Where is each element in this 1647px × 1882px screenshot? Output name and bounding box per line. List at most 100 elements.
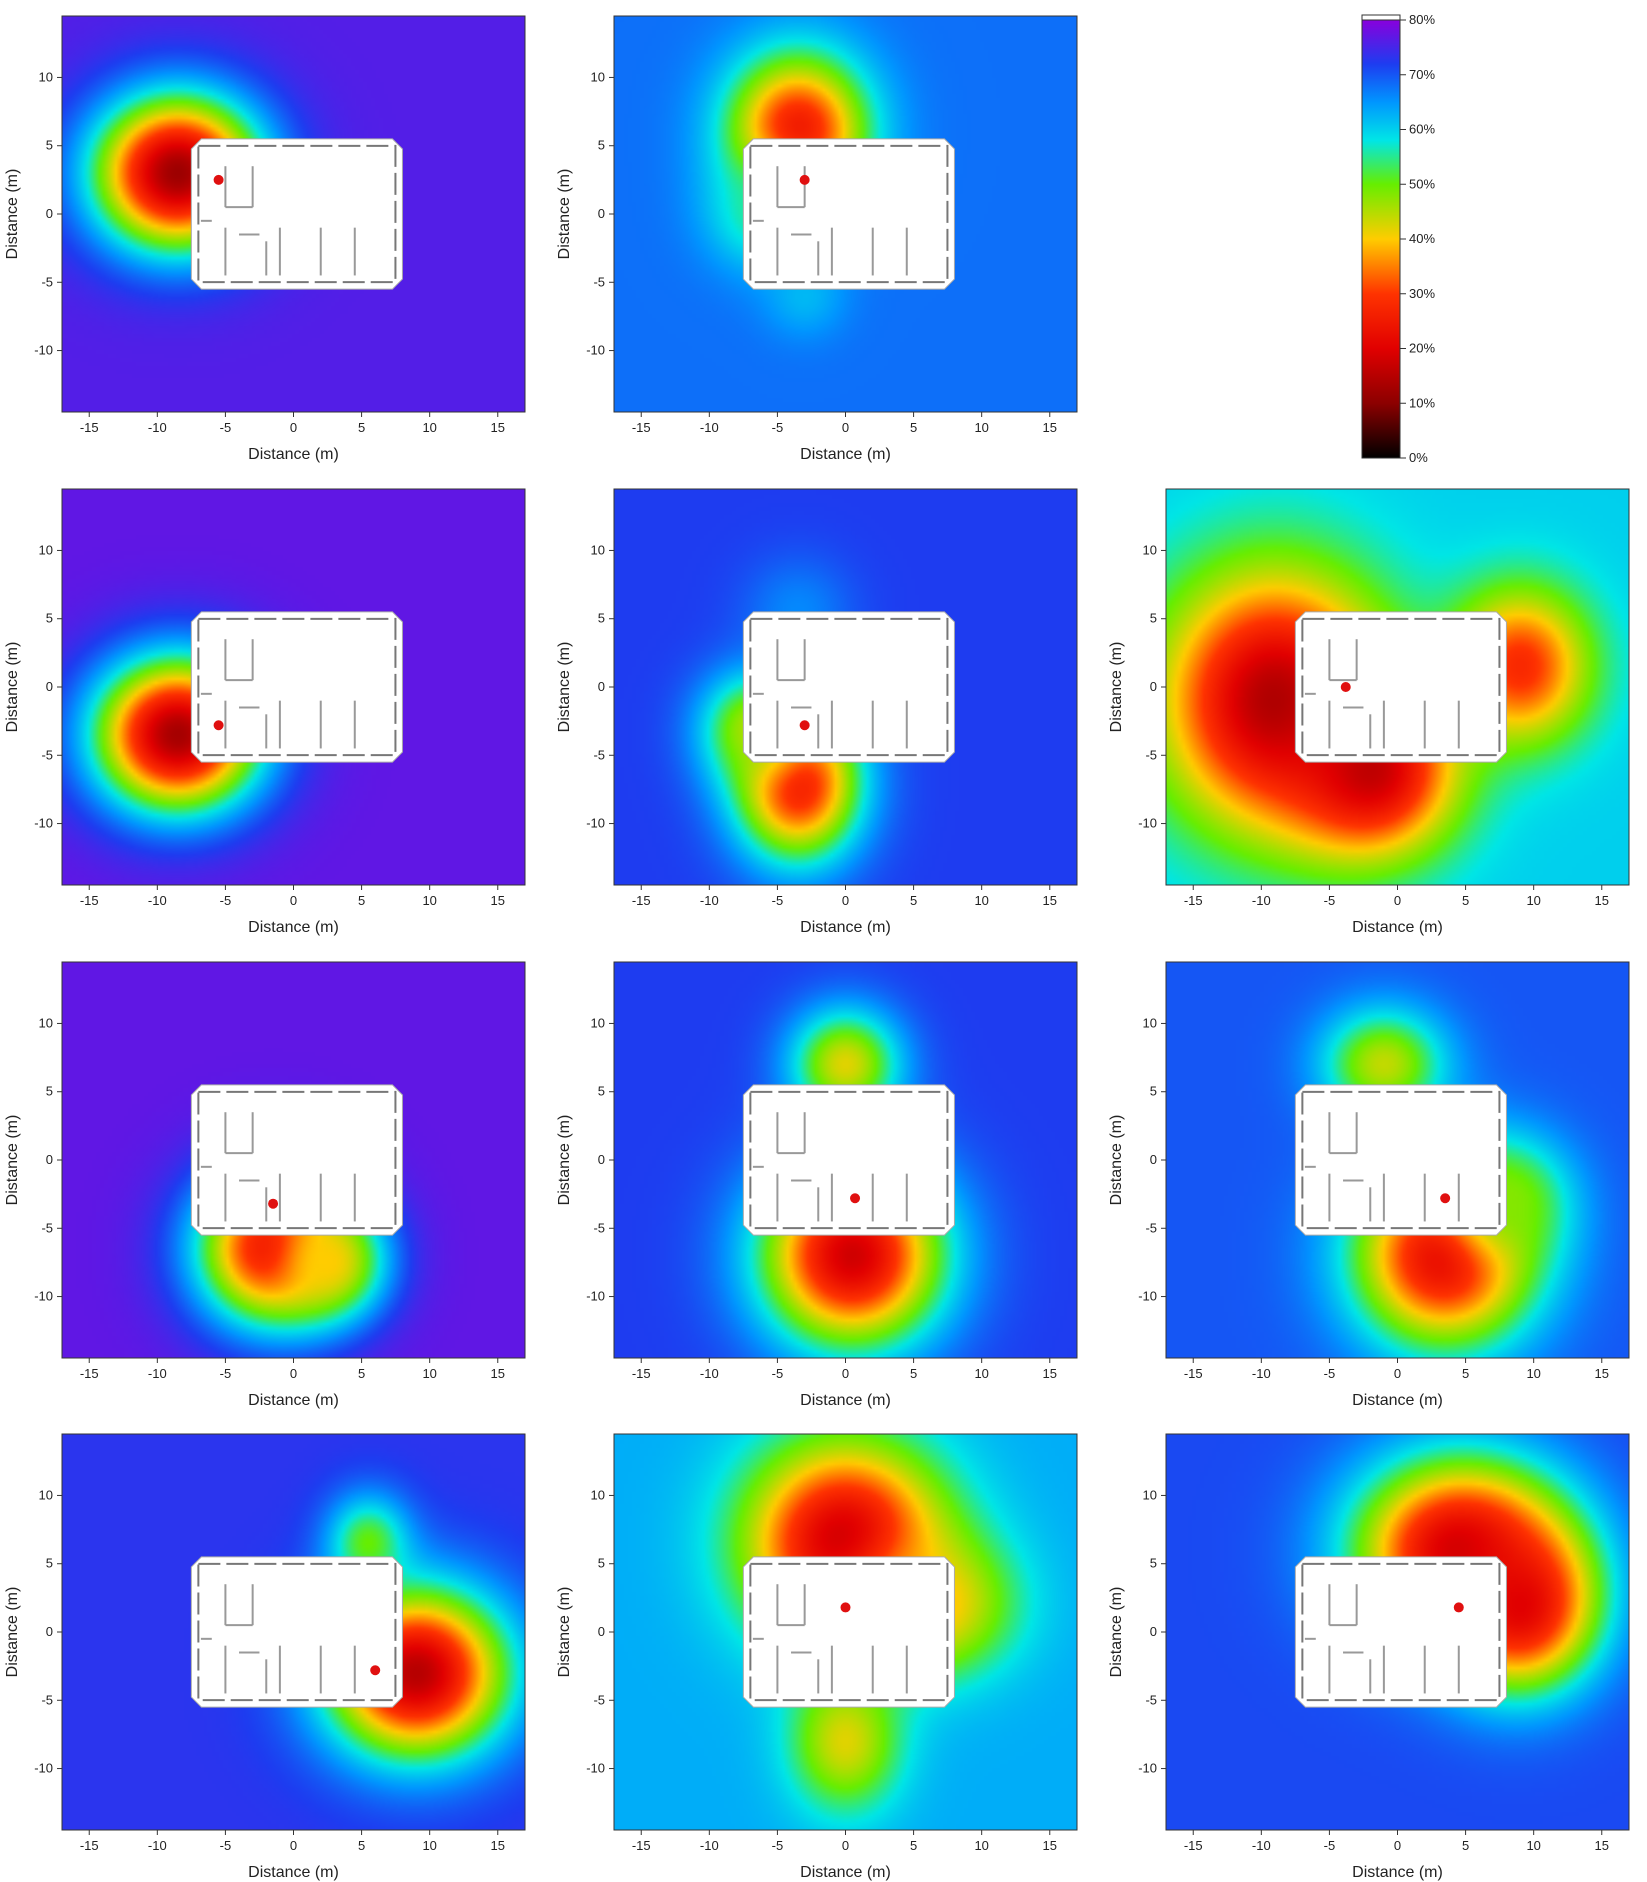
building-walls [1301,1090,1501,1230]
x-tick-label: 15 [491,1838,505,1853]
y-tick-label: -5 [593,274,605,289]
building-footprint [742,1556,955,1708]
x-tick-label: -5 [220,1366,232,1381]
x-axis-label: Distance (m) [248,446,339,463]
building-walls [197,1090,397,1230]
building-footprint [742,1084,955,1236]
x-tick-label: 10 [974,893,988,908]
y-tick-label: 0 [598,679,605,694]
y-tick-label: -10 [34,1289,53,1304]
y-tick-label: 10 [591,69,605,84]
x-axis-label: Distance (m) [800,446,891,463]
x-tick-label: -15 [632,420,651,435]
y-tick-label: 10 [39,542,53,557]
x-tick-label: 0 [1394,1838,1401,1853]
x-tick-label: 0 [290,1366,297,1381]
y-tick-label: -10 [34,816,53,831]
colorbar-tick-label: 10% [1409,395,1435,410]
building-walls [749,617,949,757]
sensor-marker [213,720,224,731]
x-tick-label: 15 [1043,1838,1057,1853]
x-tick-label: 10 [1526,1366,1540,1381]
heatmap-panel: -15 -10 -5 0 5 10 15 -10 -5 0 5 10 Distance (m) Dista… [1108,1433,1630,1881]
y-tick-label: 0 [1150,1152,1157,1167]
y-tick-label: 10 [1143,1487,1157,1502]
x-tick-label: 5 [358,893,365,908]
heatmap-panel: -15 -10 -5 0 5 10 15 -10 -5 0 5 10 Distance (m) Dista… [4,15,526,463]
x-tick-label: -5 [1324,1366,1336,1381]
x-axis-label: Distance (m) [1352,1864,1443,1881]
x-tick-label: -5 [1324,893,1336,908]
y-tick-label: 5 [46,1556,53,1571]
x-tick-label: -15 [80,893,99,908]
x-tick-label: 0 [1394,893,1401,908]
y-tick-label: 10 [39,1487,53,1502]
x-tick-label: 5 [1462,1366,1469,1381]
y-tick-label: 0 [598,1152,605,1167]
y-tick-label: -5 [1145,1220,1157,1235]
y-tick-label: 5 [598,138,605,153]
sensor-marker [268,1198,279,1209]
x-tick-label: 10 [974,420,988,435]
x-tick-label: 5 [1462,893,1469,908]
x-tick-label: -10 [700,420,719,435]
building-footprint [190,138,403,290]
sensor-marker [213,174,224,185]
sensor-marker [850,1193,861,1204]
y-tick-label: 5 [46,1084,53,1099]
heatmap-panels: -15 -10 -5 0 5 10 15 -10 -5 0 5 10 Distance (m) Dista… [4,15,1630,1881]
colorbar-tick-label: 20% [1409,341,1435,356]
y-axis-label: Distance (m) [4,642,21,733]
y-tick-label: 10 [1143,1015,1157,1030]
heatmap-panel: -15 -10 -5 0 5 10 15 -10 -5 0 5 10 Distance (m) Dista… [4,1433,526,1881]
x-tick-label: -15 [632,1838,651,1853]
y-tick-label: -10 [34,343,53,358]
y-tick-label: 10 [591,1487,605,1502]
y-tick-label: -5 [593,747,605,762]
y-tick-label: -10 [34,1761,53,1776]
building-walls [197,144,397,284]
building-walls [197,617,397,757]
x-tick-label: 15 [491,420,505,435]
sensor-marker [1340,682,1351,692]
x-axis-label: Distance (m) [800,1864,891,1881]
y-tick-label: 10 [39,1015,53,1030]
x-tick-label: 5 [358,420,365,435]
sensor-marker [1453,1602,1464,1613]
x-tick-label: 0 [842,1838,849,1853]
x-tick-label: 0 [290,420,297,435]
x-tick-label: 5 [1462,1838,1469,1853]
x-tick-label: -5 [772,893,784,908]
y-tick-label: 10 [39,69,53,84]
x-axis-label: Distance (m) [248,919,339,936]
x-axis-label: Distance (m) [248,1392,339,1409]
building-footprint [1294,1084,1507,1236]
sensor-marker [799,720,810,731]
x-tick-label: -10 [1252,893,1271,908]
y-tick-label: -10 [586,343,605,358]
x-tick-label: 15 [491,893,505,908]
x-tick-label: -5 [220,1838,232,1853]
x-tick-label: 15 [1043,893,1057,908]
building-walls [749,144,949,284]
y-tick-label: 0 [1150,679,1157,694]
sensor-marker [1440,1193,1451,1204]
y-tick-label: 5 [1150,1556,1157,1571]
x-axis-label: Distance (m) [248,1864,339,1881]
colorbar-tick-label: 0% [1409,450,1428,465]
heatmap-panel: -15 -10 -5 0 5 10 15 -10 -5 0 5 10 Distance (m) Dista… [4,961,526,1409]
y-axis-label: Distance (m) [556,642,573,733]
x-tick-label: 10 [422,420,436,435]
sensor-marker [370,1665,381,1676]
x-axis-label: Distance (m) [1352,919,1443,936]
x-tick-label: 0 [842,420,849,435]
x-tick-label: -15 [80,1838,99,1853]
x-tick-label: 5 [910,1366,917,1381]
x-tick-label: -10 [1252,1366,1271,1381]
y-tick-label: 5 [1150,611,1157,626]
x-tick-label: -15 [1184,1838,1203,1853]
y-tick-label: 0 [598,206,605,221]
x-tick-label: -5 [220,893,232,908]
heatmap-panel: -15 -10 -5 0 5 10 15 -10 -5 0 5 10 Distance (m) Dista… [1108,488,1630,936]
